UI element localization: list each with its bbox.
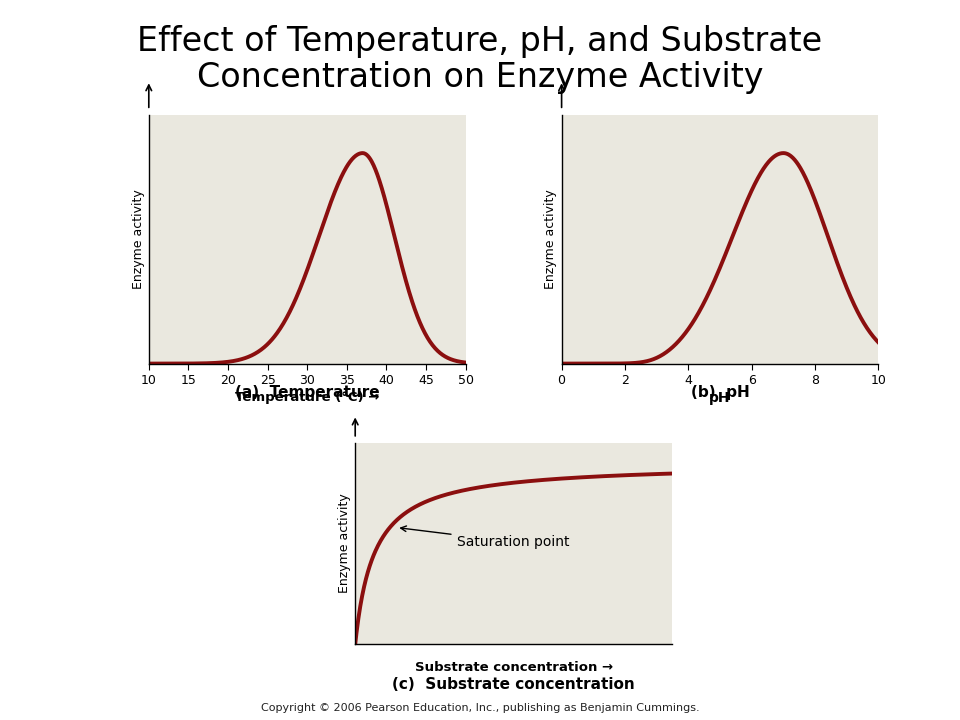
Text: Effect of Temperature, pH, and Substrate: Effect of Temperature, pH, and Substrate bbox=[137, 25, 823, 58]
Text: Concentration on Enzyme Activity: Concentration on Enzyme Activity bbox=[197, 61, 763, 94]
Text: Substrate concentration →: Substrate concentration → bbox=[415, 661, 612, 674]
Text: (b)  pH: (b) pH bbox=[690, 385, 750, 400]
Y-axis label: Enzyme activity: Enzyme activity bbox=[544, 189, 558, 289]
Text: Saturation point: Saturation point bbox=[400, 526, 569, 549]
Text: Copyright © 2006 Pearson Education, Inc., publishing as Benjamin Cummings.: Copyright © 2006 Pearson Education, Inc.… bbox=[261, 703, 699, 713]
Text: (c)  Substrate concentration: (c) Substrate concentration bbox=[393, 677, 635, 692]
X-axis label: Temperature (°C) →: Temperature (°C) → bbox=[235, 391, 379, 404]
X-axis label: pH: pH bbox=[709, 391, 731, 405]
Text: (a)  Temperature: (a) Temperature bbox=[235, 385, 379, 400]
Y-axis label: Enzyme activity: Enzyme activity bbox=[338, 494, 351, 593]
Y-axis label: Enzyme activity: Enzyme activity bbox=[132, 189, 145, 289]
